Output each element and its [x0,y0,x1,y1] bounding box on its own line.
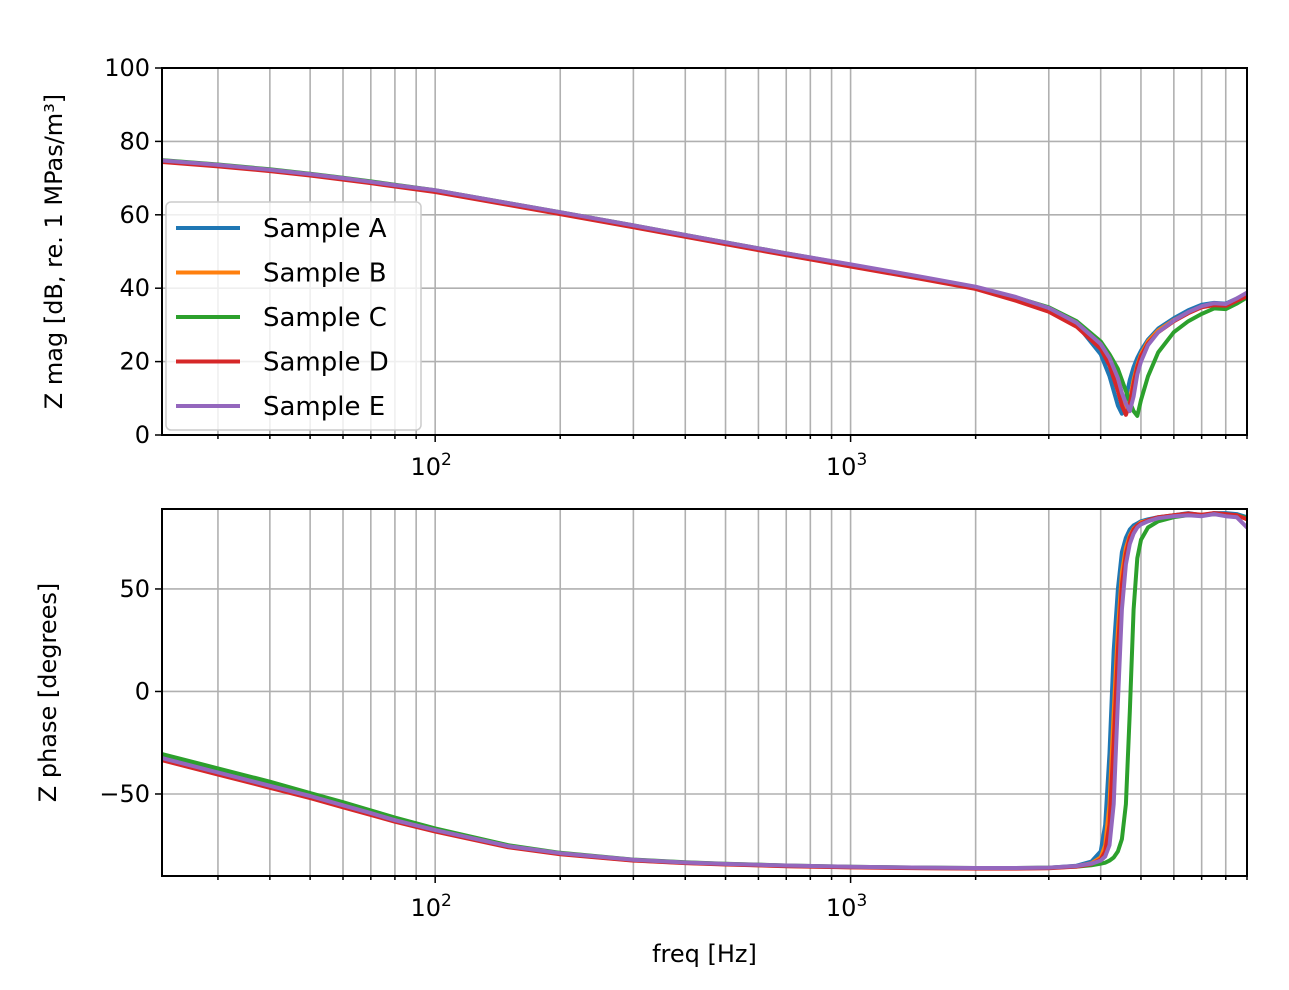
magnitude-y-ticks: 0 20 40 60 80 100 [104,54,162,449]
magnitude-x-tick-label: 102 [410,450,451,481]
phase-y-tick-label: 0 [135,677,150,705]
phase-x-ticks: 102 103 [217,876,1248,922]
legend-label-sample-e: Sample E [263,392,385,422]
phase-y-ticks: −50 0 50 [99,575,162,808]
legend-box [165,201,422,431]
magnitude-series-sample-e [162,158,1247,414]
magnitude-y-tick-label: 40 [119,274,150,302]
magnitude-x-ticks: 102 103 [217,435,1248,481]
phase-x-tick-label: 102 [410,891,451,922]
magnitude-y-tick-label: 80 [119,127,150,155]
phase-series-sample-a [162,511,1247,871]
legend-label-sample-a: Sample A [263,214,387,244]
phase-series-group [162,511,1247,871]
phase-x-tick-label: 103 [826,891,867,922]
magnitude-y-tick-label: 0 [135,421,150,449]
phase-y-axis-label: Z phase [degrees] [34,583,62,802]
magnitude-plot-frame [161,67,1248,436]
magnitude-y-tick-label: 100 [104,54,150,82]
magnitude-y-axis-label: Z mag [dB, re. 1 MPas/m³] [40,94,68,409]
phase-panel: −50 0 50 102 103 Z phase [degrees] freq [Hz… [34,508,1248,968]
legend-label-sample-c: Sample C [263,303,387,333]
phase-series-sample-e [162,512,1247,870]
phase-y-tick-label: −50 [99,780,150,808]
phase-plot-frame [161,508,1248,877]
magnitude-series-group [162,158,1247,418]
phase-grid [162,509,1248,876]
magnitude-panel: 0 20 40 60 80 100 102 103 Z mag [dB, re. 1 MPa… [40,54,1248,481]
legend: Sample A Sample B Sample C Sample D Sample E [165,201,422,431]
phase-x-axis-label: freq [Hz] [652,940,757,968]
magnitude-x-tick-label: 103 [826,450,867,481]
legend-label-sample-b: Sample B [263,259,387,289]
phase-y-tick-label: 50 [119,575,150,603]
magnitude-y-tick-label: 60 [119,201,150,229]
legend-label-sample-d: Sample D [263,348,389,378]
magnitude-y-tick-label: 20 [119,348,150,376]
